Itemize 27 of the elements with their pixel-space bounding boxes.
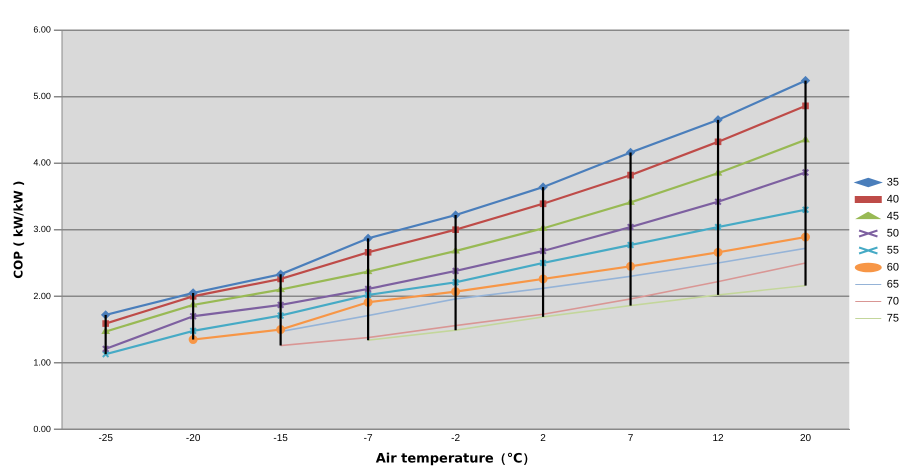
y-tick-label: 2.00 [33, 290, 51, 301]
y-tick-label: 6.00 [33, 24, 51, 34]
legend-label: 35 [886, 176, 900, 189]
x-tick-label: -2 [451, 433, 460, 444]
x-tick-label: 7 [628, 433, 634, 444]
y-tick-label: 5.00 [33, 91, 51, 102]
y-axis-title: COP ( kW/kW ) [11, 180, 26, 279]
legend-label: 55 [886, 244, 900, 257]
x-tick-label: -25 [98, 433, 114, 444]
legend-label: 45 [886, 210, 900, 223]
legend-label: 50 [886, 228, 900, 240]
x-axis-title: Air temperature（℃） [376, 452, 536, 467]
y-tick-label: 4.00 [33, 158, 51, 168]
legend-label: 40 [886, 194, 900, 206]
y-tick-label: 1.00 [33, 357, 51, 368]
legend-label: 70 [886, 296, 900, 308]
legend-label: 60 [886, 262, 900, 274]
legend-label: 65 [886, 278, 900, 291]
x-tick-label: -15 [273, 433, 288, 444]
x-tick-label: 12 [712, 433, 724, 444]
legend-label: 75 [886, 312, 900, 325]
x-tick-label: -20 [186, 433, 201, 444]
x-tick-label: 20 [800, 433, 812, 444]
y-tick-label: 0.00 [33, 424, 51, 434]
x-tick-label: -7 [364, 433, 373, 444]
y-tick-label: 3.00 [33, 224, 51, 234]
x-tick-label: 2 [540, 433, 546, 444]
